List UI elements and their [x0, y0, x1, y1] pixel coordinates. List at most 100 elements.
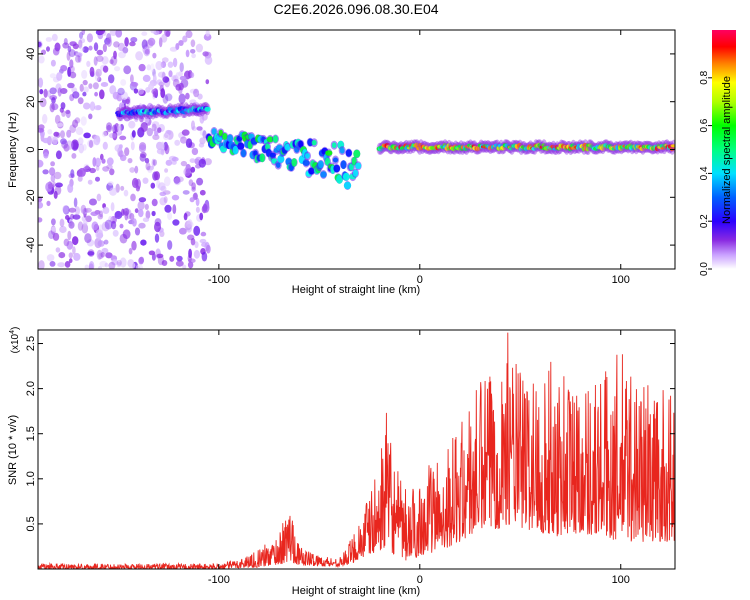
spectrogram-cell-287: [55, 247, 61, 253]
spectrogram-cell-119: [56, 122, 64, 128]
spectrogram-cell-385: [156, 79, 163, 85]
page-title: C2E6.2026.096.08.30.E04: [273, 1, 439, 17]
spectrogram-cell-346: [47, 129, 53, 135]
spectrogram-cell-797: [232, 145, 239, 155]
spectrogram-cell-105: [144, 115, 150, 124]
spectrogram-cell-204: [86, 60, 91, 67]
spectrogram-cell-551: [150, 63, 155, 73]
spectrogram-cell-268: [202, 202, 210, 213]
spectrogram-cell-364: [195, 206, 200, 213]
spectrogram-cell-92: [179, 227, 187, 235]
spectrogram-cell-395: [186, 223, 193, 233]
spectrogram-cell-479: [183, 212, 188, 221]
spectrogram-cell-95: [71, 139, 79, 150]
spectrogram-cell-558: [121, 91, 128, 100]
spectrogram-cell-411: [114, 66, 121, 72]
spectrogram-cell-947: [332, 157, 339, 163]
spectrogram-cell-945: [331, 142, 337, 149]
spectrogram-ytick-label-2: 0: [25, 146, 37, 152]
spectrogram-cell-498: [132, 218, 137, 227]
snr-yunit: (x104): [9, 327, 21, 354]
spectrogram-cell-32: [89, 167, 96, 174]
spectrogram-cell-603: [198, 158, 206, 168]
spectrogram-cell-13: [173, 176, 181, 184]
spectrogram-cell-538: [103, 130, 109, 136]
spectrogram-cell-174: [71, 153, 77, 159]
spectrogram-cell-337: [72, 236, 79, 246]
spectrogram-cell-104: [127, 158, 133, 164]
snr-ytick-label-0: 0.5: [25, 516, 37, 531]
spectrogram-cell-326: [101, 221, 110, 232]
spectrogram-cell-467: [177, 176, 184, 183]
spectrogram-cell-491: [151, 123, 157, 132]
spectrogram-cell-191: [203, 33, 212, 41]
spectrogram-cell-581: [174, 139, 181, 146]
spectrogram-xtick-label-1: 0: [417, 274, 423, 286]
snr-xtick-label-0: -100: [208, 574, 230, 586]
spectrogram-cell-438: [59, 218, 65, 227]
spectrogram-cell-436: [42, 169, 49, 175]
spectrogram-cell-155: [109, 168, 115, 176]
spectrogram-cell-523: [77, 97, 84, 105]
spectrogram-cell-122: [187, 219, 193, 228]
spectrogram-cell-142: [116, 261, 122, 268]
spectrogram-cell-501: [65, 140, 74, 150]
spectrogram-cell-293: [46, 254, 55, 262]
spectrogram-cell-238: [75, 126, 84, 136]
snr-series-line: [38, 332, 675, 569]
spectrogram-cell-184: [118, 150, 124, 158]
spectrogram-cell-865: [277, 155, 285, 163]
spectrogram-cell-554: [136, 178, 141, 190]
spectrogram-cell-443: [114, 210, 123, 220]
spectrogram-cell-617: [138, 63, 146, 72]
spectrogram-cell-196: [124, 147, 130, 157]
spectrogram-cell-327: [129, 41, 136, 47]
spectrogram-cell-202: [195, 43, 203, 53]
spectrogram-cell-849: [266, 136, 274, 143]
spectrogram-cell-542: [95, 165, 100, 171]
spectrogram-cell-316: [185, 138, 193, 149]
spectrogram-cell-560: [115, 30, 123, 38]
spectrogram-cell-430: [131, 240, 137, 251]
spectrogram-cell-502: [52, 136, 58, 145]
spectrogram-cell-459: [182, 264, 187, 269]
spectrogram-cell-49: [167, 61, 174, 68]
spectrogram-cell-272: [96, 55, 104, 62]
spectrogram-cell-433: [72, 43, 79, 50]
spectrogram-cell-175: [62, 205, 70, 215]
colorbar-axes: 0.0 0.2 0.4 0.6 0.8: [699, 70, 712, 276]
spectrogram-cell-495: [189, 158, 196, 164]
spectrogram-cell-437: [86, 33, 93, 43]
spectrogram-cell-368: [46, 46, 50, 52]
spectrogram-cell-573: [57, 87, 62, 97]
spectrogram-cell-167: [118, 51, 126, 59]
spectrogram-cell-416: [180, 160, 188, 167]
spectrogram-cell-60: [130, 74, 134, 84]
spectrogram-cell-256: [145, 162, 151, 171]
spectrogram-cell-271: [99, 260, 108, 268]
spectrogram-cell-163: [128, 247, 133, 255]
spectrogram-cell-453: [89, 66, 95, 77]
spectrogram-cell-318: [38, 201, 44, 209]
spectrogram-cell-384: [135, 264, 143, 269]
spectrogram-cell-153: [178, 93, 186, 104]
spectrogram-cell-343: [97, 240, 105, 247]
spectrogram-cell-504: [65, 215, 70, 220]
spectrogram-cell-953: [336, 174, 343, 184]
spectrogram-cell-861: [275, 162, 281, 168]
spectrogram-cell-540: [198, 142, 205, 148]
spectrogram-cell-79: [51, 218, 56, 226]
spectrogram-cell-302: [81, 208, 89, 214]
colorbar-tick-label-4: 0.8: [699, 70, 710, 84]
spectrogram-cell-409: [84, 233, 92, 244]
spectrogram-cell-376: [199, 137, 206, 145]
spectrogram-cell-555: [124, 210, 129, 221]
spectrogram-cell-518: [43, 88, 48, 98]
spectrogram-cell-53: [105, 252, 113, 259]
spectrogram-cell-412: [171, 156, 179, 162]
spectrogram-cell-186: [50, 161, 55, 167]
spectrogram-cell-619: [68, 207, 77, 213]
spectrogram-cell-600: [58, 252, 66, 259]
spectrogram-cell-455: [140, 239, 147, 246]
spectrogram-cell-176: [89, 198, 97, 206]
